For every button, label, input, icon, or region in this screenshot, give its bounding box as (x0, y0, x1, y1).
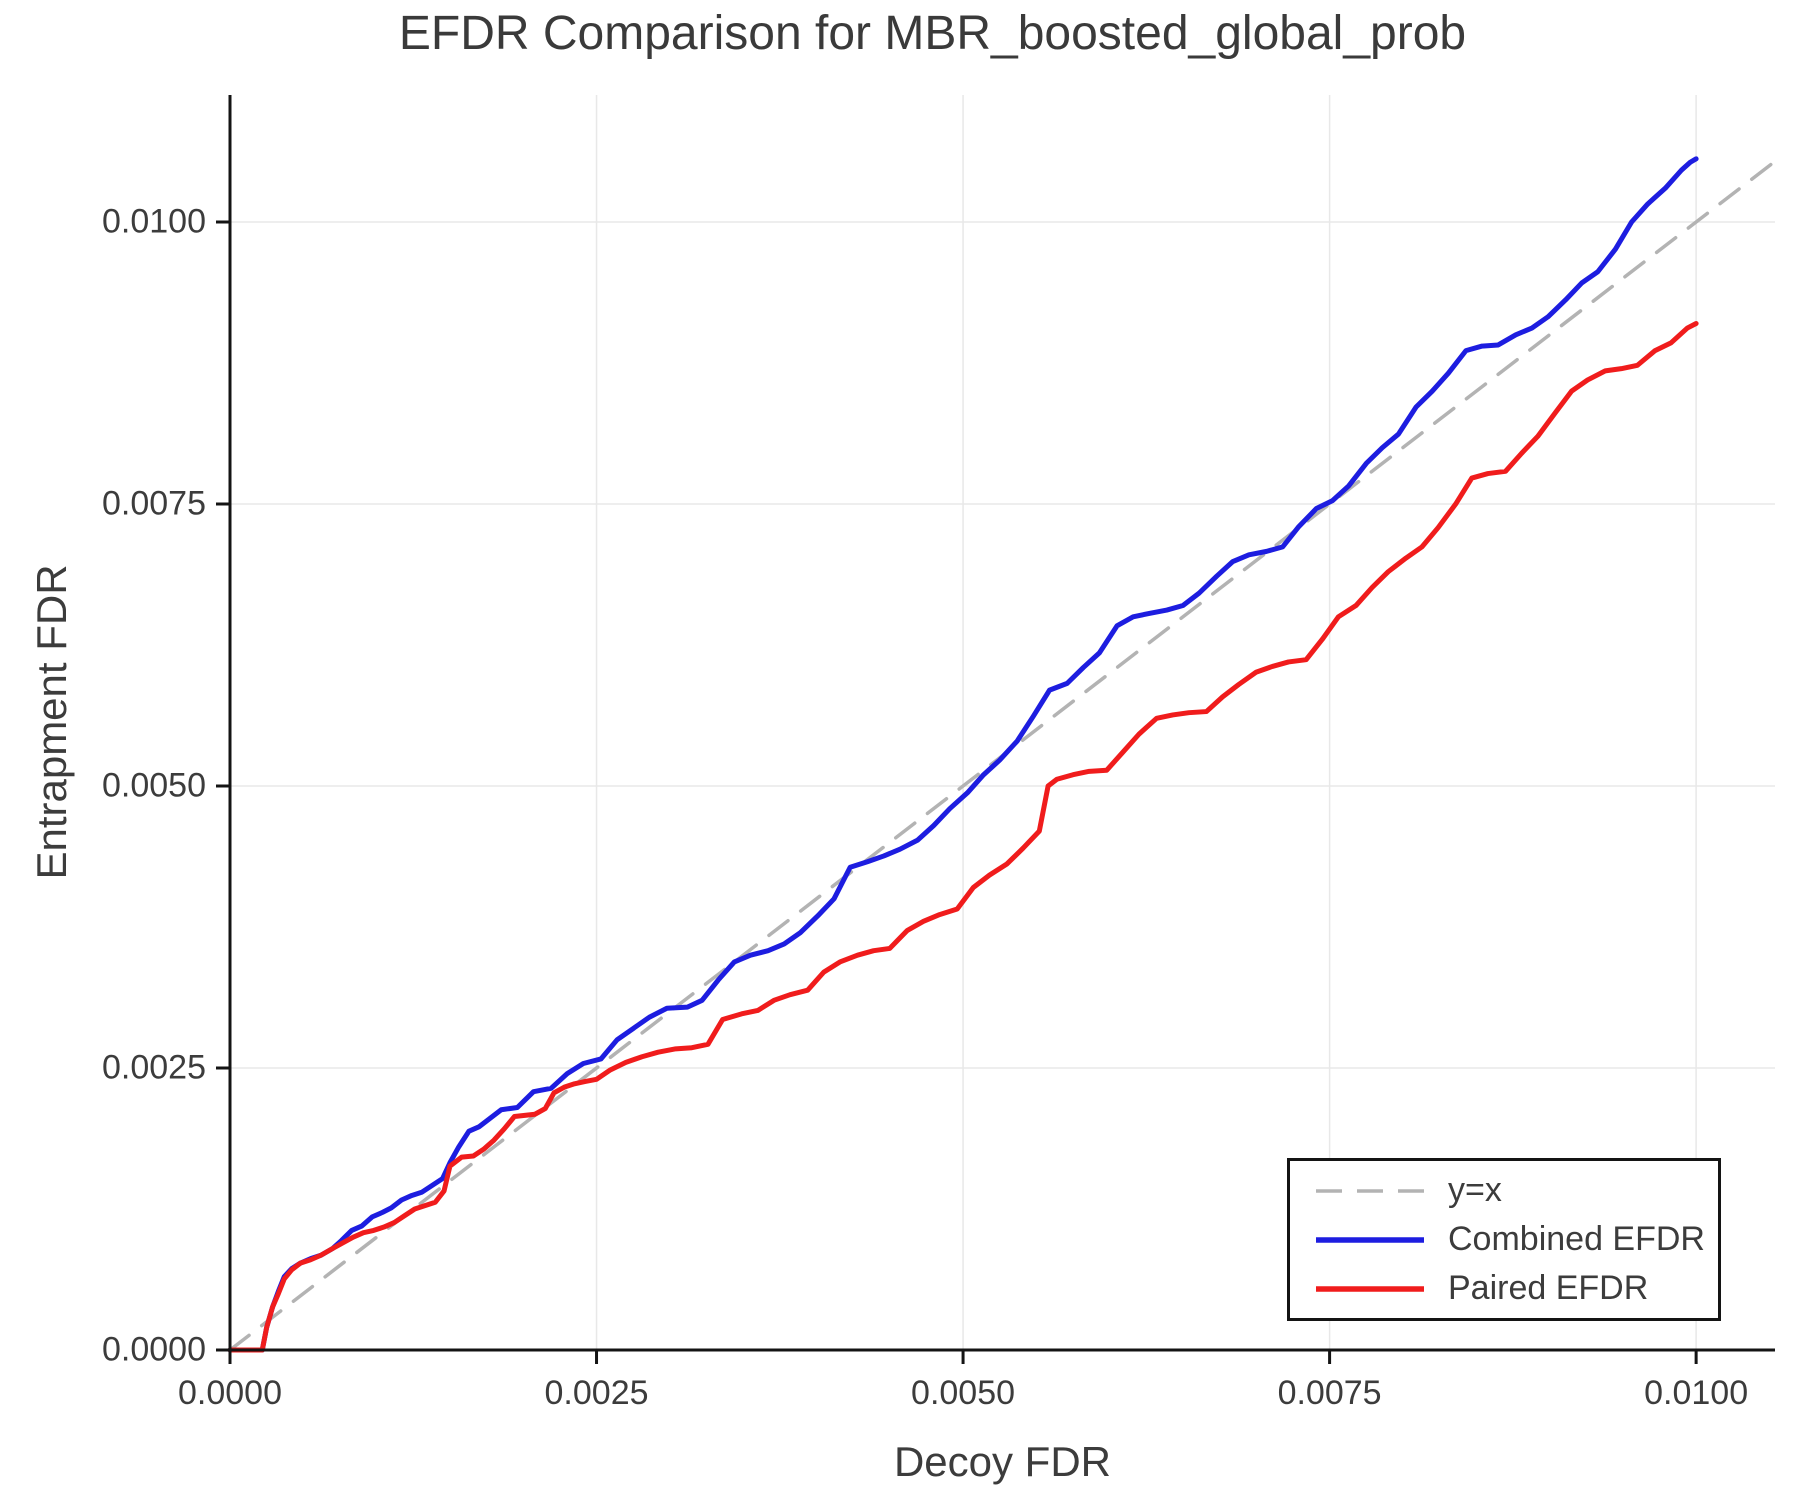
legend-dashed-line-sample (1316, 1188, 1424, 1193)
y-tick-label: 0.0025 (102, 1048, 206, 1087)
x-tick-label: 0.0025 (544, 1374, 649, 1412)
combined-efdr-line (227, 156, 1699, 1353)
legend-blue-line-sample (1316, 1236, 1424, 1243)
x-tick-label: 0.0000 (178, 1374, 282, 1412)
x-tick-label: 0.0050 (911, 1374, 1016, 1412)
paired-efdr-line (227, 321, 1699, 1353)
legend-row-paired-efdr: Paired EFDR (1314, 1268, 1718, 1310)
x-axis-label: Decoy FDR (893, 1438, 1112, 1485)
legend: y=x Combined EFDR Paired EFDR (1287, 1158, 1721, 1321)
y-tick-label: 0.0100 (102, 202, 206, 241)
chart-title: EFDR Comparison for MBR_boosted_global_p… (398, 7, 1467, 60)
x-tick-label: 0.0100 (1644, 1374, 1749, 1412)
y-tick-label: 0.0050 (102, 766, 206, 805)
legend-row-combined-efdr: Combined EFDR (1314, 1219, 1718, 1261)
y-tick-label: 0.0075 (102, 484, 206, 523)
axes-spines-and-ticks (216, 95, 1775, 1364)
legend-label-paired-efdr: Paired EFDR (1448, 1269, 1649, 1307)
legend-label-yx: y=x (1448, 1171, 1502, 1209)
legend-red-line-sample (1316, 1285, 1424, 1292)
data-series-lines (227, 156, 1778, 1353)
y-tick-label: 0.0000 (102, 1330, 206, 1369)
x-tick-label: 0.0075 (1277, 1374, 1382, 1412)
y-axis-label: Entrapment FDR (28, 564, 75, 880)
legend-label-combined-efdr: Combined EFDR (1448, 1220, 1705, 1258)
legend-row-yx: y=x (1314, 1170, 1718, 1212)
